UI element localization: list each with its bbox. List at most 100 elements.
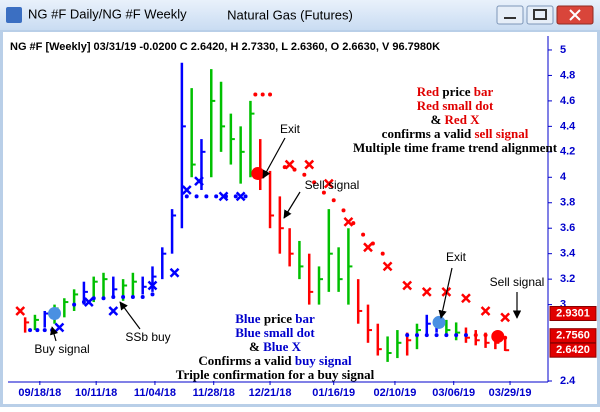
- x-marker: [382, 261, 393, 272]
- stop-dot: [72, 302, 77, 307]
- minimize-button[interactable]: [496, 5, 524, 25]
- x-marker: [15, 306, 26, 316]
- x-tick-label: 03/29/19: [489, 387, 532, 399]
- y-tick-label: 5: [560, 44, 566, 56]
- note-segment: sell signal: [474, 126, 528, 141]
- stop-dot: [444, 333, 449, 338]
- y-tick-label: 4: [560, 171, 567, 183]
- annotation: Sell signal: [305, 178, 360, 192]
- y-tick-label: 4.2: [560, 146, 575, 158]
- signal-circle: [491, 329, 505, 343]
- x-marker: [421, 286, 432, 297]
- x-tick-label: 09/18/18: [18, 387, 61, 399]
- stop-dot: [331, 198, 336, 203]
- annotation-arrow: [119, 301, 141, 330]
- x-marker: [181, 185, 192, 195]
- note-segment: Red X: [445, 112, 481, 127]
- stop-dot: [253, 92, 258, 97]
- stop-dot: [268, 92, 273, 97]
- chart-header: NG #F [Weekly] 03/31/19 -0.0200 C 2.6420…: [10, 41, 440, 53]
- stop-dot: [35, 328, 40, 333]
- price-tag: [549, 342, 597, 358]
- price-tag: [549, 306, 597, 322]
- y-tick-label: 3: [560, 299, 566, 311]
- x-tick-label: 11/28/18: [193, 387, 235, 399]
- stop-dot: [140, 294, 145, 299]
- note-segment: bar: [474, 84, 494, 99]
- stop-dot: [233, 194, 238, 199]
- stop-dot: [150, 292, 155, 297]
- stop-dot: [121, 294, 126, 299]
- maximize-icon: [533, 9, 547, 20]
- note-segment: Triple confirmation for a buy signal: [176, 367, 375, 382]
- x-marker: [218, 191, 229, 202]
- note-line: Blue small dot: [235, 325, 315, 340]
- stop-dot: [204, 194, 209, 199]
- note-segment: price: [261, 311, 296, 326]
- y-tick-label: 3.4: [560, 248, 576, 260]
- y-tick-label: 4.4: [560, 120, 576, 132]
- annotation-arrow: [283, 191, 301, 219]
- stop-dot: [312, 180, 317, 185]
- note-segment: bar: [295, 311, 315, 326]
- x-marker: [147, 280, 158, 291]
- note-segment: Blue X: [263, 339, 302, 354]
- x-marker: [480, 306, 491, 316]
- price-tag-label: 2.6420: [556, 344, 590, 356]
- window-title: NG #F Daily/NG #F Weekly: [28, 6, 187, 21]
- y-tick-label: 3.6: [560, 222, 575, 234]
- stop-dot: [405, 333, 410, 338]
- x-marker: [169, 267, 180, 278]
- y-tick-label: 2.4: [560, 375, 576, 387]
- x-marker: [194, 176, 204, 186]
- x-tick-label: 02/10/19: [374, 387, 417, 399]
- stop-dot: [184, 194, 189, 199]
- note-segment: Blue: [235, 311, 261, 326]
- note-segment: Confirms a valid: [198, 353, 294, 368]
- x-tick-label: 11/04/18: [134, 387, 176, 399]
- note-line: Triple confirmation for a buy signal: [176, 367, 375, 382]
- maximize-button[interactable]: [526, 5, 554, 25]
- note-segment: Red: [417, 84, 440, 99]
- y-tick-label: 4.8: [560, 69, 575, 81]
- signal-circle: [432, 315, 446, 329]
- close-icon: [569, 9, 581, 21]
- x-tick-label: 10/11/18: [75, 387, 117, 399]
- x-marker: [108, 306, 119, 316]
- stop-dot: [214, 194, 219, 199]
- stop-dot: [380, 251, 385, 256]
- annotation-arrow: [438, 267, 453, 319]
- price-tag: [549, 328, 597, 344]
- stop-dot: [473, 333, 478, 338]
- x-tick-label: 12/21/18: [249, 387, 292, 399]
- annotation: Buy signal: [34, 342, 89, 356]
- stop-dot: [302, 172, 307, 177]
- note-line: & Blue X: [249, 339, 302, 354]
- note-segment: buy signal: [295, 353, 352, 368]
- stop-dot: [28, 328, 33, 333]
- stop-dot: [321, 190, 326, 195]
- price-tag-label: 2.9301: [556, 307, 590, 319]
- note-segment: &: [430, 112, 444, 127]
- stop-dot: [454, 333, 459, 338]
- note-segment: Red small dot: [417, 98, 494, 113]
- x-marker: [461, 293, 471, 304]
- note-line: & Red X: [430, 112, 480, 127]
- annotation-arrow: [262, 137, 286, 179]
- x-marker: [343, 216, 354, 227]
- y-tick-label: 4.6: [560, 95, 575, 107]
- note-line: confirms a valid sell signal: [382, 126, 529, 141]
- note-line: Blue price bar: [235, 311, 315, 326]
- x-tick-label: 01/16/19: [312, 387, 355, 399]
- price-tag-label: 2.7560: [556, 330, 590, 342]
- annotation-arrow: [50, 326, 59, 342]
- annotation: Exit: [446, 250, 467, 264]
- note-line: Red price bar: [417, 84, 494, 99]
- note-segment: Blue small dot: [235, 325, 315, 340]
- signal-circle: [48, 307, 62, 321]
- x-tick-label: 03/06/19: [432, 387, 475, 399]
- app-icon: [6, 7, 22, 23]
- y-tick-label: 3.2: [560, 273, 575, 285]
- stop-dot: [434, 333, 439, 338]
